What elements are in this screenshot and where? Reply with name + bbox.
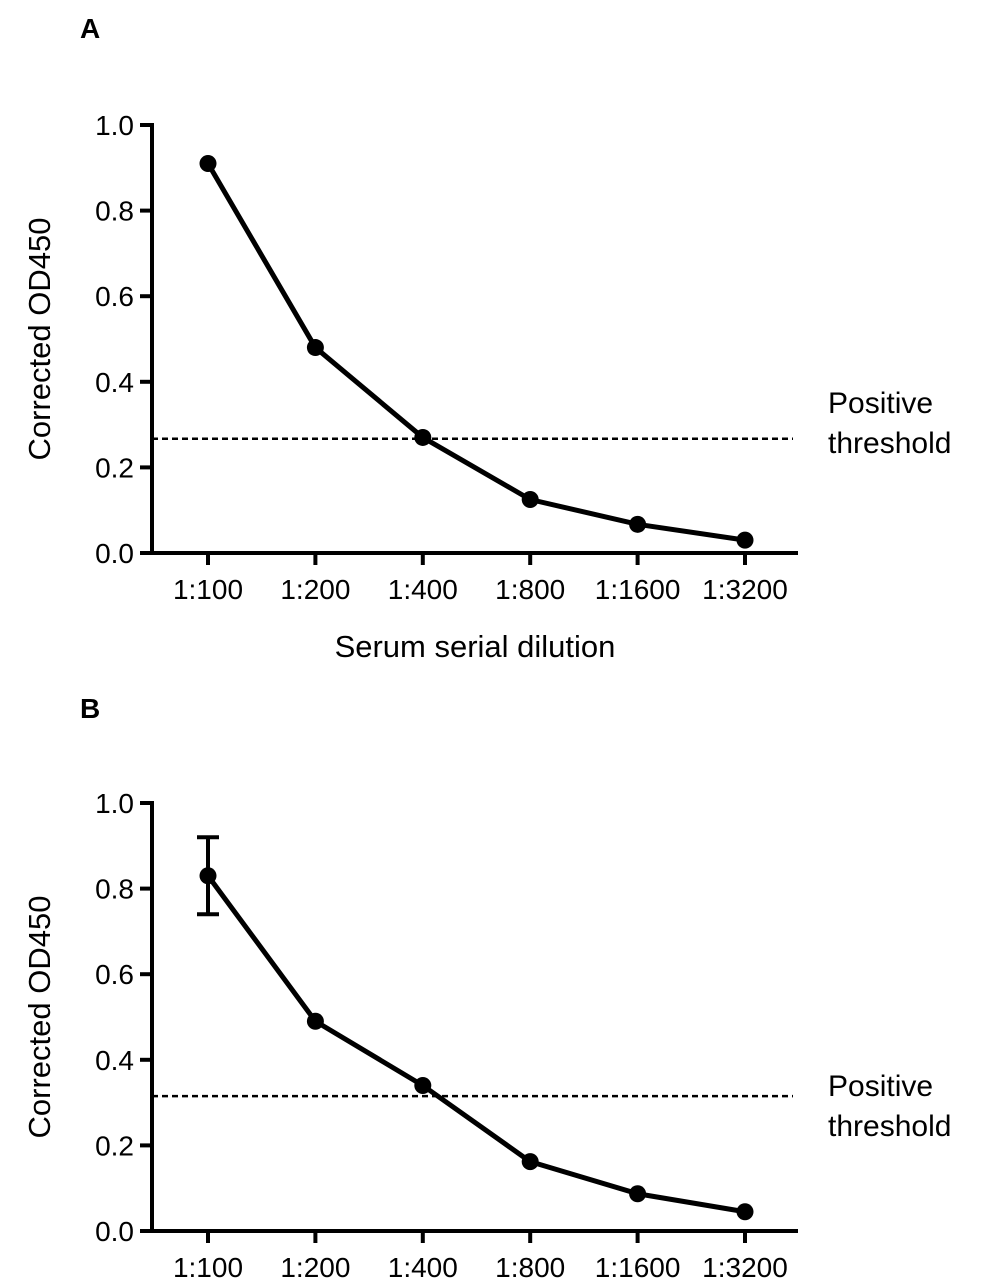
chart-panel-b: B 0.0 0.2 0.4 0.6 0.8 1.0 1:100 1:200 1:400 1:800 1… bbox=[22, 693, 951, 1283]
y-tick-label: 0.2 bbox=[95, 452, 134, 483]
chart-panel-a: A 0.0 0.2 0.4 0.6 0.8 1.0 1:100 1:200 1:400 1:800 1… bbox=[22, 13, 951, 664]
x-tick-label: 1:1600 bbox=[595, 574, 681, 605]
y-tick-label: 1.0 bbox=[95, 110, 134, 141]
data-point bbox=[199, 867, 217, 885]
x-tick-label: 1:200 bbox=[280, 1252, 350, 1283]
data-point bbox=[736, 1203, 754, 1221]
y-tick-label: 0.8 bbox=[95, 874, 134, 905]
threshold-label-line1: Positive bbox=[828, 387, 933, 420]
x-tick-label: 1:3200 bbox=[702, 574, 788, 605]
x-tick-label: 1:400 bbox=[388, 574, 458, 605]
y-axis-title: Corrected OD450 bbox=[22, 896, 57, 1139]
panel-label: B bbox=[80, 693, 100, 724]
y-tick-label: 1.0 bbox=[95, 788, 134, 819]
data-point bbox=[736, 531, 754, 549]
y-tick-label: 0.4 bbox=[95, 367, 134, 398]
x-tick-label: 1:400 bbox=[388, 1252, 458, 1283]
x-axis-title: Serum serial dilution bbox=[335, 629, 616, 664]
data-point bbox=[414, 1076, 432, 1094]
x-tick-label: 1:800 bbox=[495, 1252, 565, 1283]
data-point bbox=[629, 1185, 647, 1203]
y-tick-label: 0.6 bbox=[95, 281, 134, 312]
data-point bbox=[521, 491, 539, 508]
series-line bbox=[205, 874, 746, 1215]
y-tick-label: 0.0 bbox=[95, 538, 134, 569]
y-tick-label: 0.6 bbox=[95, 959, 134, 990]
threshold-label-line1: Positive bbox=[828, 1070, 933, 1103]
data-point bbox=[199, 155, 217, 173]
x-tick-label: 1:100 bbox=[173, 574, 243, 605]
x-tick-label: 1:800 bbox=[495, 574, 565, 605]
y-tick-label: 0.2 bbox=[95, 1130, 134, 1161]
x-tick-label: 1:3200 bbox=[702, 1252, 788, 1283]
y-tick-label: 0.4 bbox=[95, 1045, 134, 1076]
data-point bbox=[629, 515, 647, 533]
series-line bbox=[205, 162, 746, 543]
data-point bbox=[306, 339, 324, 357]
x-tick-label: 1:100 bbox=[173, 1252, 243, 1283]
y-tick-label: 0.0 bbox=[95, 1216, 134, 1247]
y-tick-label: 0.8 bbox=[95, 196, 134, 227]
y-axis-title: Corrected OD450 bbox=[22, 218, 57, 461]
threshold-label-line2: threshold bbox=[828, 427, 951, 460]
x-tick-label: 1:1600 bbox=[595, 1252, 681, 1283]
data-point bbox=[521, 1153, 539, 1171]
threshold-label-line2: threshold bbox=[828, 1110, 951, 1143]
panel-label: A bbox=[80, 13, 100, 44]
x-tick-label: 1:200 bbox=[280, 574, 350, 605]
data-point bbox=[306, 1012, 324, 1030]
data-point bbox=[414, 428, 432, 446]
